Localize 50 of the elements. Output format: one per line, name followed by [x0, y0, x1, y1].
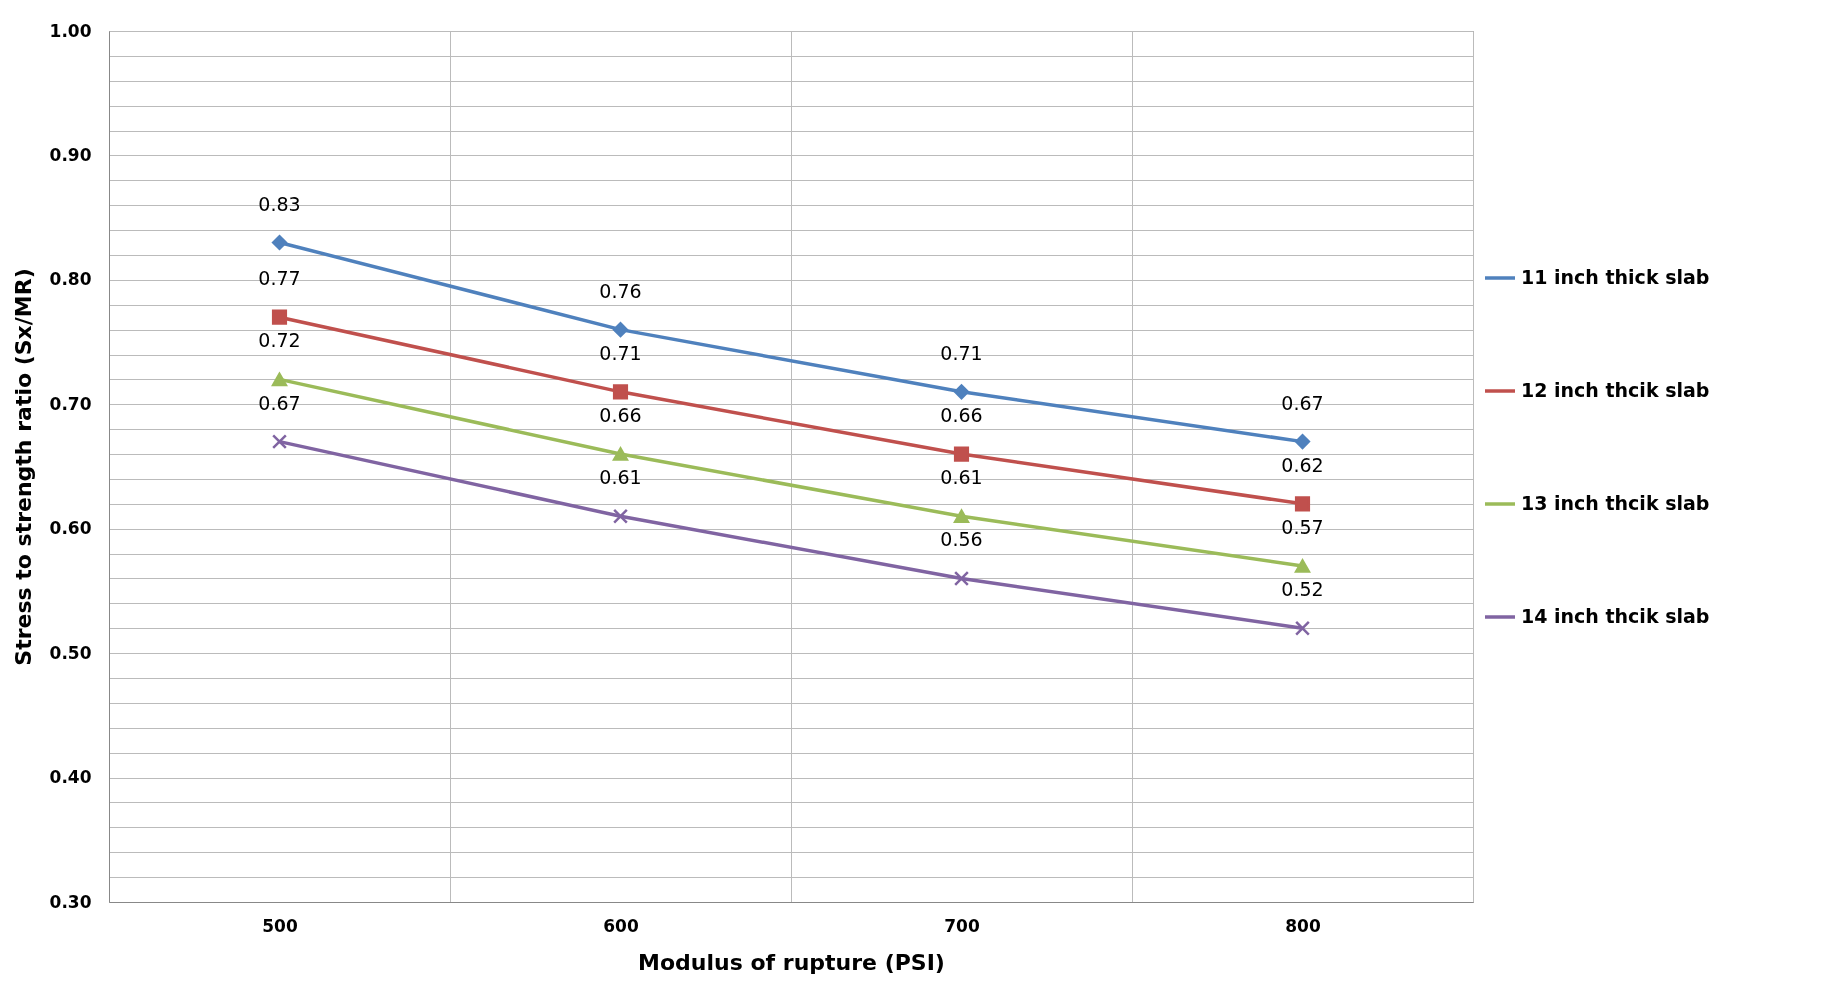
legend-label: 14 inch thcik slab — [1521, 605, 1710, 627]
point — [612, 384, 629, 400]
y-axis-title: Stress to strength ratio (Sx/MR) — [10, 268, 36, 666]
point — [953, 570, 970, 587]
point — [1294, 620, 1311, 636]
data-label: 0.66 — [599, 404, 642, 427]
legend-label: 13 inch thcik slab — [1521, 492, 1710, 514]
y-tick-label: 0.30 — [49, 891, 92, 912]
x-tick-label: 600 — [603, 915, 639, 936]
data-label: 0.67 — [1281, 391, 1324, 414]
y-tick-label: 0.50 — [49, 642, 92, 663]
point — [271, 434, 288, 450]
x-tick-label: 700 — [944, 915, 980, 936]
point — [271, 309, 288, 325]
data-label: 0.56 — [940, 528, 983, 551]
data-label: 0.66 — [940, 404, 983, 427]
point — [1294, 559, 1311, 573]
point — [1294, 434, 1311, 450]
data-label: 0.71 — [599, 341, 642, 364]
data-label: 0.72 — [258, 329, 301, 352]
y-tick-label: 0.60 — [49, 518, 92, 539]
data-label: 0.67 — [258, 391, 301, 414]
legend-label: 12 inch thcik slab — [1521, 379, 1710, 401]
legend-label: 11 inch thick slab — [1521, 266, 1710, 288]
data-label: 0.77 — [258, 267, 301, 290]
point — [953, 384, 970, 400]
data-label: 0.76 — [599, 279, 642, 302]
point — [271, 372, 288, 387]
data-label: 0.61 — [940, 466, 983, 489]
y-tick-label: 0.90 — [49, 144, 92, 165]
y-tick-label: 0.40 — [49, 767, 92, 788]
data-label: 0.62 — [1281, 453, 1324, 476]
point — [612, 447, 629, 461]
point — [953, 446, 970, 462]
y-tick-label: 0.70 — [49, 393, 92, 414]
point — [953, 509, 970, 523]
data-label: 0.57 — [1281, 516, 1324, 539]
x-tick-label: 500 — [262, 915, 298, 936]
point — [612, 508, 629, 524]
data-label: 0.52 — [1281, 578, 1324, 601]
data-label: 0.71 — [940, 341, 983, 364]
x-tick-label: 800 — [1285, 915, 1321, 936]
x-axis-title: Modulus of rupture (PSI) — [638, 949, 945, 975]
point — [1294, 496, 1311, 512]
data-label: 0.83 — [258, 192, 301, 215]
y-tick-label: 1.00 — [49, 20, 92, 41]
data-label: 0.61 — [599, 466, 642, 489]
point — [271, 234, 288, 251]
point — [612, 322, 629, 338]
y-tick-label: 0.80 — [49, 269, 92, 290]
